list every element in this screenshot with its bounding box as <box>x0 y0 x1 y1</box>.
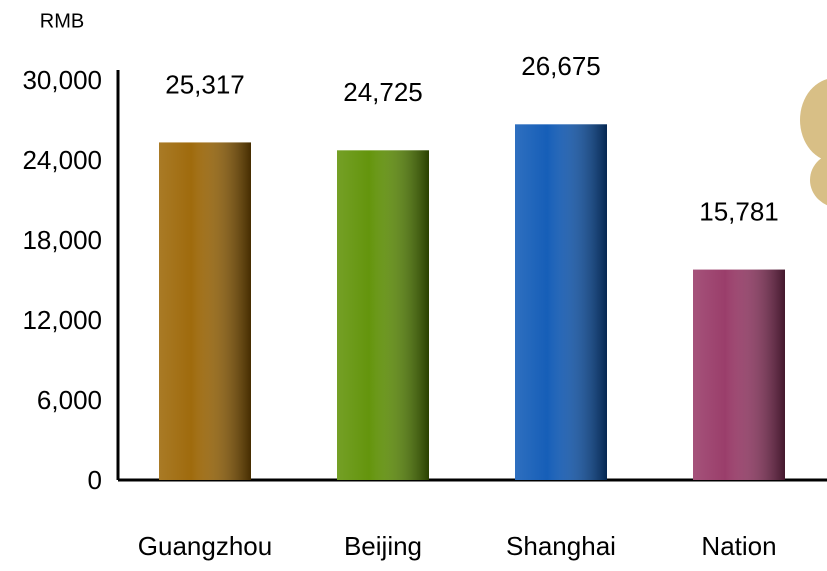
x-tick-label: Nation <box>701 531 776 561</box>
x-tick-label: Shanghai <box>506 531 616 561</box>
value-label: 15,781 <box>699 196 779 226</box>
bar-shade <box>693 269 785 480</box>
decoration <box>810 154 827 206</box>
bar-shade <box>515 124 607 480</box>
x-tick-label: Guangzhou <box>138 531 272 561</box>
y-tick-label: 30,000 <box>22 65 102 95</box>
bar-shade <box>337 150 429 481</box>
y-tick-label: 24,000 <box>22 145 102 175</box>
bar-shade <box>159 142 251 480</box>
y-tick-label: 12,000 <box>22 305 102 335</box>
y-tick-label: 6,000 <box>37 385 102 415</box>
y-tick-label: 0 <box>88 465 102 495</box>
value-label: 25,317 <box>165 69 245 99</box>
y-tick-label: 18,000 <box>22 225 102 255</box>
y-axis-label: RMB <box>40 10 84 32</box>
decoration <box>800 79 827 161</box>
value-label: 24,725 <box>343 77 423 107</box>
value-label: 26,675 <box>521 51 601 81</box>
x-tick-label: Beijing <box>344 531 422 561</box>
